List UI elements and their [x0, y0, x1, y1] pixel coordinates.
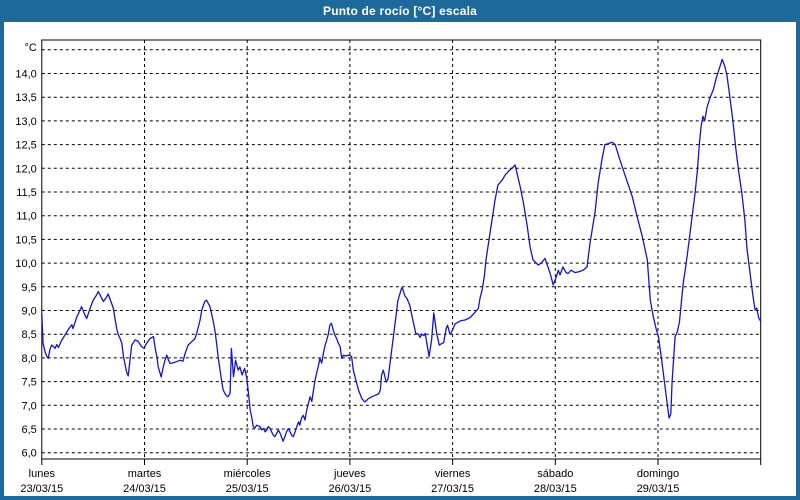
day-name-label: jueves: [333, 468, 366, 480]
x-axis-labels: lunes 23/03/15 martes 24/03/15 miércoles 25/0…: [20, 459, 762, 495]
y-gridlines: [41, 49, 761, 454]
day-date-label: 28/03/15: [534, 483, 577, 495]
y-axis-labels: 6,0 6,5 7,0 7,5 8,0 8,5 9,0 9,5 10,0 10,5 11,0 11,5…: [15, 42, 36, 460]
day-date-label: 29/03/15: [637, 483, 680, 495]
svg-text:8,0: 8,0: [22, 353, 37, 365]
day-date-label: 26/03/15: [328, 483, 371, 495]
svg-text:9,0: 9,0: [22, 306, 37, 318]
day-name-label: domingo: [637, 468, 679, 480]
svg-text:8,5: 8,5: [22, 329, 37, 341]
svg-text:12,0: 12,0: [15, 163, 36, 175]
plot-border: [41, 39, 762, 460]
svg-text:12,5: 12,5: [15, 140, 36, 152]
window-titlebar: Punto de rocío [°C] escala: [0, 0, 800, 22]
day-date-label: 27/03/15: [431, 483, 474, 495]
day-name-label: miércoles: [224, 468, 272, 480]
day-name-label: sábado: [537, 468, 573, 480]
day-name-label: viernes: [435, 468, 471, 480]
svg-text:11,0: 11,0: [16, 211, 37, 223]
day-date-label: 23/03/15: [20, 483, 63, 495]
svg-text:13,5: 13,5: [15, 92, 36, 104]
day-name-label: martes: [128, 468, 162, 480]
svg-text:7,5: 7,5: [22, 377, 37, 389]
day-date-label: 25/03/15: [226, 483, 269, 495]
chart-title: Punto de rocío [°C] escala: [322, 4, 478, 18]
x-gridlines: [144, 40, 659, 459]
svg-text:7,0: 7,0: [22, 400, 37, 412]
svg-text:10,0: 10,0: [15, 258, 36, 270]
svg-text:6,5: 6,5: [22, 424, 37, 436]
svg-text:14,0: 14,0: [15, 69, 36, 81]
svg-text:13,0: 13,0: [15, 116, 36, 128]
svg-text:10,5: 10,5: [15, 234, 36, 246]
svg-text:6,0: 6,0: [22, 448, 37, 460]
day-name-label: lunes: [29, 468, 56, 480]
plot-area: 6,0 6,5 7,0 7,5 8,0 8,5 9,0 9,5 10,0 10,5 11,0 11,5…: [15, 39, 762, 495]
svg-text:11,5: 11,5: [16, 187, 37, 199]
dewpoint-series-line: [41, 58, 762, 442]
y-axis-unit-label: °C: [24, 42, 36, 54]
day-date-label: 24/03/15: [123, 483, 166, 495]
svg-text:9,5: 9,5: [22, 282, 37, 294]
